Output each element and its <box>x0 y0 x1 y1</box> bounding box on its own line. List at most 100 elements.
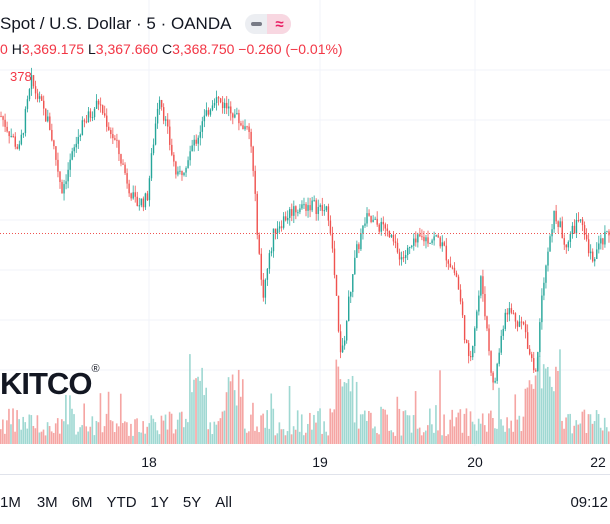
candle-body <box>73 147 75 152</box>
candle-body <box>492 372 494 383</box>
candle-body <box>297 212 299 214</box>
time-axis[interactable]: 18 19 20 22 <box>0 446 610 474</box>
volume-bar <box>388 430 390 444</box>
volume-bar <box>341 386 344 444</box>
volume-bar <box>250 414 252 444</box>
volume-bar <box>447 434 449 444</box>
volume-bar <box>418 427 421 444</box>
volume-bar <box>105 413 108 444</box>
candle-body <box>583 225 586 236</box>
candle-body <box>116 139 118 141</box>
volume-bar <box>48 426 51 444</box>
volume-bar <box>225 392 228 444</box>
candle-body <box>504 312 506 329</box>
range-button[interactable]: 5Y <box>182 494 202 511</box>
candle-body <box>335 274 338 296</box>
volume-bar <box>140 432 142 444</box>
volume-bar <box>463 413 466 444</box>
candle-body <box>0 116 2 118</box>
volume-bar <box>485 431 488 444</box>
symbol-title[interactable]: Spot / U.S. Dollar · 5 · OANDA <box>0 14 232 33</box>
range-button[interactable]: 3M <box>36 494 58 511</box>
volume-bar <box>583 409 586 444</box>
high-key: H <box>11 41 22 57</box>
volume-bar <box>585 432 588 444</box>
candle-body <box>563 238 565 245</box>
candle-body <box>209 109 212 115</box>
volume-bar <box>201 367 203 444</box>
candle-body <box>201 121 204 132</box>
volume-bar <box>8 408 10 444</box>
range-button[interactable]: 6M <box>71 494 93 511</box>
candle-body <box>2 116 4 120</box>
volume-bar <box>54 423 57 444</box>
candle-body <box>474 328 476 347</box>
symbol-legend[interactable]: Spot / U.S. Dollar · 5 · OANDA ≈ <box>0 10 292 38</box>
range-button[interactable]: 1M <box>0 494 21 511</box>
volume-bar <box>555 366 557 444</box>
wave-icon[interactable]: ≈ <box>267 14 292 34</box>
open-value: 0 <box>0 41 8 57</box>
candlesticks <box>0 67 610 391</box>
volume-bar <box>471 421 474 444</box>
candle-body <box>343 340 346 346</box>
range-button[interactable]: YTD <box>106 494 137 511</box>
volume-bar <box>335 359 338 444</box>
volume-bar <box>427 425 429 444</box>
volume-bar <box>270 393 273 444</box>
volume-bar <box>272 408 275 444</box>
candle-body <box>140 198 143 206</box>
range-selector[interactable]: 1M 3M 6M YTD 1Y 5Y All <box>0 494 246 511</box>
ohlc-values: 0 H3,369.175 L3,367.660 C3,368.750 −0.26… <box>0 41 343 57</box>
candle-body <box>579 219 582 221</box>
candle-body <box>126 173 128 184</box>
candle-body <box>289 209 291 218</box>
hide-series-button[interactable] <box>245 14 267 34</box>
volume-bar <box>99 393 102 444</box>
candle-body <box>496 363 498 381</box>
volume-bar <box>504 431 506 444</box>
volume-bar <box>229 381 232 444</box>
volume-bar <box>333 409 336 444</box>
candle-body <box>520 321 523 323</box>
volume-bar <box>597 414 600 444</box>
candle-body <box>193 139 195 146</box>
candle-body <box>132 192 134 199</box>
volume-bar <box>302 435 305 444</box>
candle-body <box>110 130 112 135</box>
volume-bar <box>349 391 352 444</box>
volume-bar <box>101 432 104 444</box>
candle-body <box>45 108 47 122</box>
volume-bar <box>429 408 431 444</box>
candle-body <box>71 151 73 160</box>
volume-bar <box>544 368 547 444</box>
volume-bar <box>546 366 549 444</box>
volume-bar <box>325 431 327 444</box>
range-button[interactable]: 1Y <box>150 494 169 511</box>
candle-body <box>197 137 199 144</box>
candle-body <box>445 245 448 261</box>
volume-bar <box>89 426 92 444</box>
candle-body <box>388 231 391 238</box>
price-chart[interactable] <box>0 0 610 446</box>
volume-bar <box>524 388 527 444</box>
volume-bar <box>172 433 175 444</box>
volume-bar <box>282 429 285 444</box>
volume-bar <box>117 426 120 444</box>
candle-body <box>402 257 405 259</box>
candle-body <box>274 228 277 234</box>
candle-body <box>360 233 362 250</box>
range-button[interactable]: All <box>215 494 232 511</box>
logo-text: KITCO <box>0 366 92 401</box>
candle-body <box>28 89 31 100</box>
candle-body <box>439 237 441 247</box>
low-key: L <box>88 41 96 57</box>
volume-bar <box>408 415 411 444</box>
candle-body <box>144 193 147 208</box>
candle-body <box>112 134 114 139</box>
candle-body <box>30 75 33 90</box>
candle-body <box>40 96 43 101</box>
candle-body <box>158 99 161 109</box>
volume-bar <box>483 425 486 444</box>
candle-body <box>282 216 285 228</box>
